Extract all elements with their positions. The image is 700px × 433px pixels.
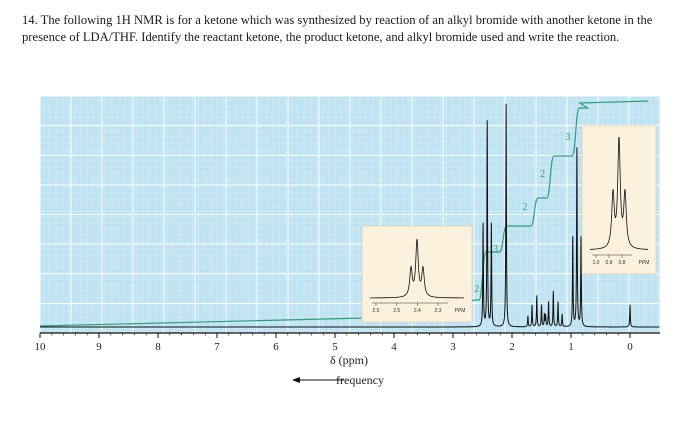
expansion-inset: 1.0 0.9 0.8 PPM <box>581 125 657 275</box>
integration-label: 2 <box>522 202 527 213</box>
inset-tick-label: 0.9 <box>606 260 613 266</box>
x-tick-label: 3 <box>450 341 456 353</box>
inset-tick-label: 1.0 <box>593 260 600 266</box>
inset-unit-label: PPM <box>639 260 650 266</box>
integration-label: 3 <box>566 132 571 143</box>
spectrum-line <box>40 103 660 328</box>
x-tick-label: 4 <box>391 341 397 353</box>
integration-label: 3 <box>493 244 498 255</box>
x-tick-label: 7 <box>214 341 220 353</box>
frequency-label: frequency <box>336 373 384 387</box>
inset-tick-label: 2.3 <box>435 308 442 314</box>
x-tick-label: 0 <box>627 341 633 353</box>
x-axis: 10 9 8 7 6 5 4 3 2 1 0 <box>35 332 660 353</box>
integral-curve: 2 3 2 2 3 <box>39 100 648 327</box>
inset-trace <box>370 239 464 299</box>
x-tick-label: 2 <box>509 341 515 353</box>
expansion-inset: 2.6 2.5 2.4 2.3 PPM <box>361 225 473 323</box>
question-paragraph: 14. The following 1H NMR is for a ketone… <box>22 13 653 44</box>
inset-background <box>581 125 657 275</box>
inset-trace <box>590 137 648 250</box>
x-axis-label: δ (ppm) <box>330 353 368 367</box>
spectrum-trace <box>40 103 660 328</box>
question-text: 14. The following 1H NMR is for a ketone… <box>22 12 682 46</box>
x-tick-label: 9 <box>96 341 102 353</box>
x-tick-label: 8 <box>155 341 161 353</box>
frequency-arrow-head <box>292 377 300 383</box>
integration-label: 2 <box>474 284 479 295</box>
x-tick-label: 10 <box>35 341 47 353</box>
inset-tick-label: 2.4 <box>414 308 421 314</box>
x-tick-label: 1 <box>568 341 574 353</box>
inset-tick-label: 2.5 <box>393 308 400 314</box>
integration-label: 2 <box>540 169 545 180</box>
plot-area <box>39 95 661 334</box>
inset-unit-label: PPM <box>455 308 466 314</box>
inset-background <box>361 225 473 323</box>
integral-line <box>39 100 648 327</box>
inset-tick-label: 0.8 <box>619 260 626 266</box>
x-tick-label: 6 <box>273 341 279 353</box>
inset-tick-label: 2.6 <box>373 308 380 314</box>
expansion-insets: 2.6 2.5 2.4 2.3 PPM 1.0 0.9 0.8 PPM <box>361 125 657 323</box>
x-tick-label: 5 <box>332 341 338 353</box>
